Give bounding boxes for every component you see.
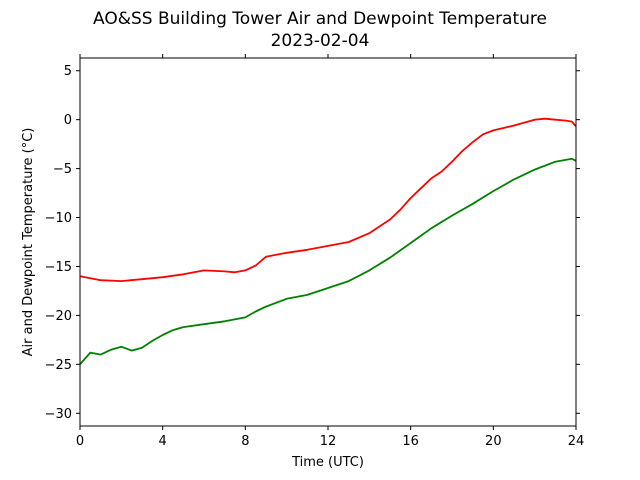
series-line-1: [79, 157, 577, 365]
y-tick-label-4: −10: [45, 211, 72, 226]
x-tick-label-3: 12: [320, 434, 337, 449]
y-axis-ticks: −30 −25 −20 −15 −10 −5 0 5: [45, 64, 580, 422]
x-tick-label-5: 20: [485, 434, 502, 449]
y-tick-label-2: −20: [45, 309, 72, 324]
series-layer: [79, 117, 577, 365]
chart-subtitle: 2023-02-04: [271, 31, 370, 51]
plot-frame: [79, 57, 577, 427]
x-tick-label-6: 24: [568, 434, 585, 449]
x-tick-label-2: 8: [241, 434, 249, 449]
x-tick-label-4: 16: [402, 434, 419, 449]
x-axis-ticks: 0 4 8 12 16 20 24: [76, 54, 584, 449]
y-tick-label-7: 5: [64, 64, 72, 79]
y-tick-label-6: 0: [64, 113, 72, 128]
x-tick-label-0: 0: [76, 434, 84, 449]
y-tick-label-5: −5: [53, 162, 72, 177]
series-line-0: [79, 117, 577, 283]
y-tick-label-3: −15: [45, 260, 72, 275]
x-tick-label-1: 4: [159, 434, 167, 449]
chart-title: AO&SS Building Tower Air and Dewpoint Te…: [93, 9, 547, 29]
y-axis-label: Air and Dewpoint Temperature (°C): [21, 128, 36, 357]
y-tick-label-0: −30: [45, 407, 72, 422]
y-tick-label-1: −25: [45, 358, 72, 373]
x-axis-label: Time (UTC): [291, 455, 364, 470]
